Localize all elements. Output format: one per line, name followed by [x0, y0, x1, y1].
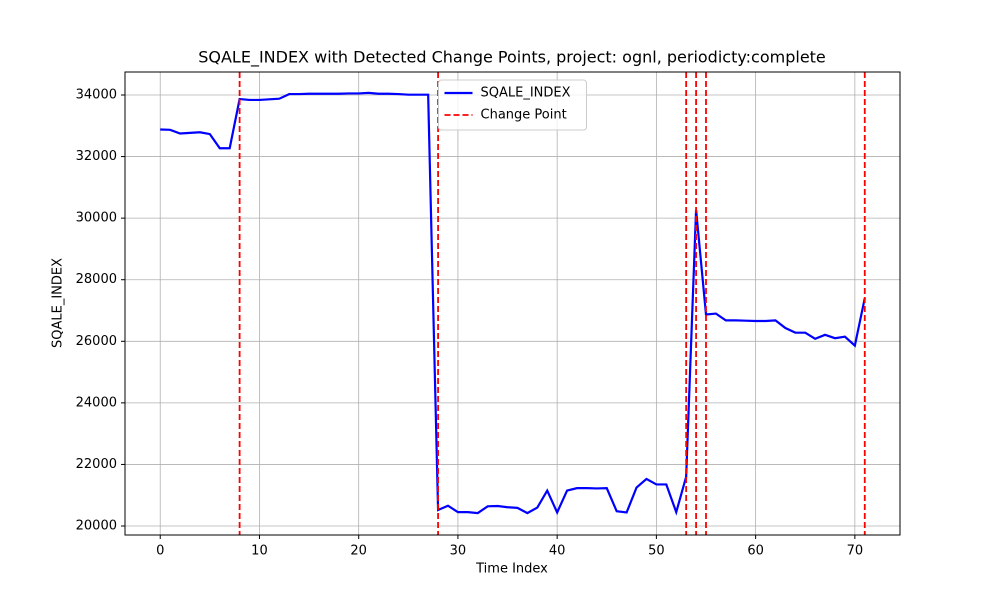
x-tick-label: 20 [350, 544, 367, 559]
y-tick-label: 24000 [76, 395, 117, 410]
y-tick-label: 32000 [76, 149, 117, 164]
legend-label: SQALE_INDEX [481, 86, 571, 101]
legend-box [438, 79, 587, 131]
x-tick-label: 10 [251, 544, 268, 559]
x-tick-label: 50 [648, 544, 665, 559]
x-tick-label: 70 [847, 544, 864, 559]
y-axis-label: SQALE_INDEX [51, 258, 66, 348]
legend-label: Change Point [481, 108, 567, 123]
x-tick-label: 40 [549, 544, 566, 559]
y-tick-label: 20000 [76, 519, 117, 534]
x-axis-label: Time Index [475, 562, 548, 577]
y-tick-label: 34000 [76, 87, 117, 102]
chart-title: SQALE_INDEX with Detected Change Points,… [198, 48, 826, 68]
y-tick-label: 28000 [76, 272, 117, 287]
y-tick-label: 26000 [76, 334, 117, 349]
legend: SQALE_INDEX Change Point [438, 79, 587, 131]
x-tick-label: 60 [747, 544, 764, 559]
plot-frame [124, 71, 901, 536]
x-tick-label: 30 [450, 544, 467, 559]
y-tick-label: 22000 [76, 457, 117, 472]
y-tick-label: 30000 [76, 211, 117, 226]
data-line [160, 91, 866, 516]
x-tick-label: 0 [156, 544, 164, 559]
